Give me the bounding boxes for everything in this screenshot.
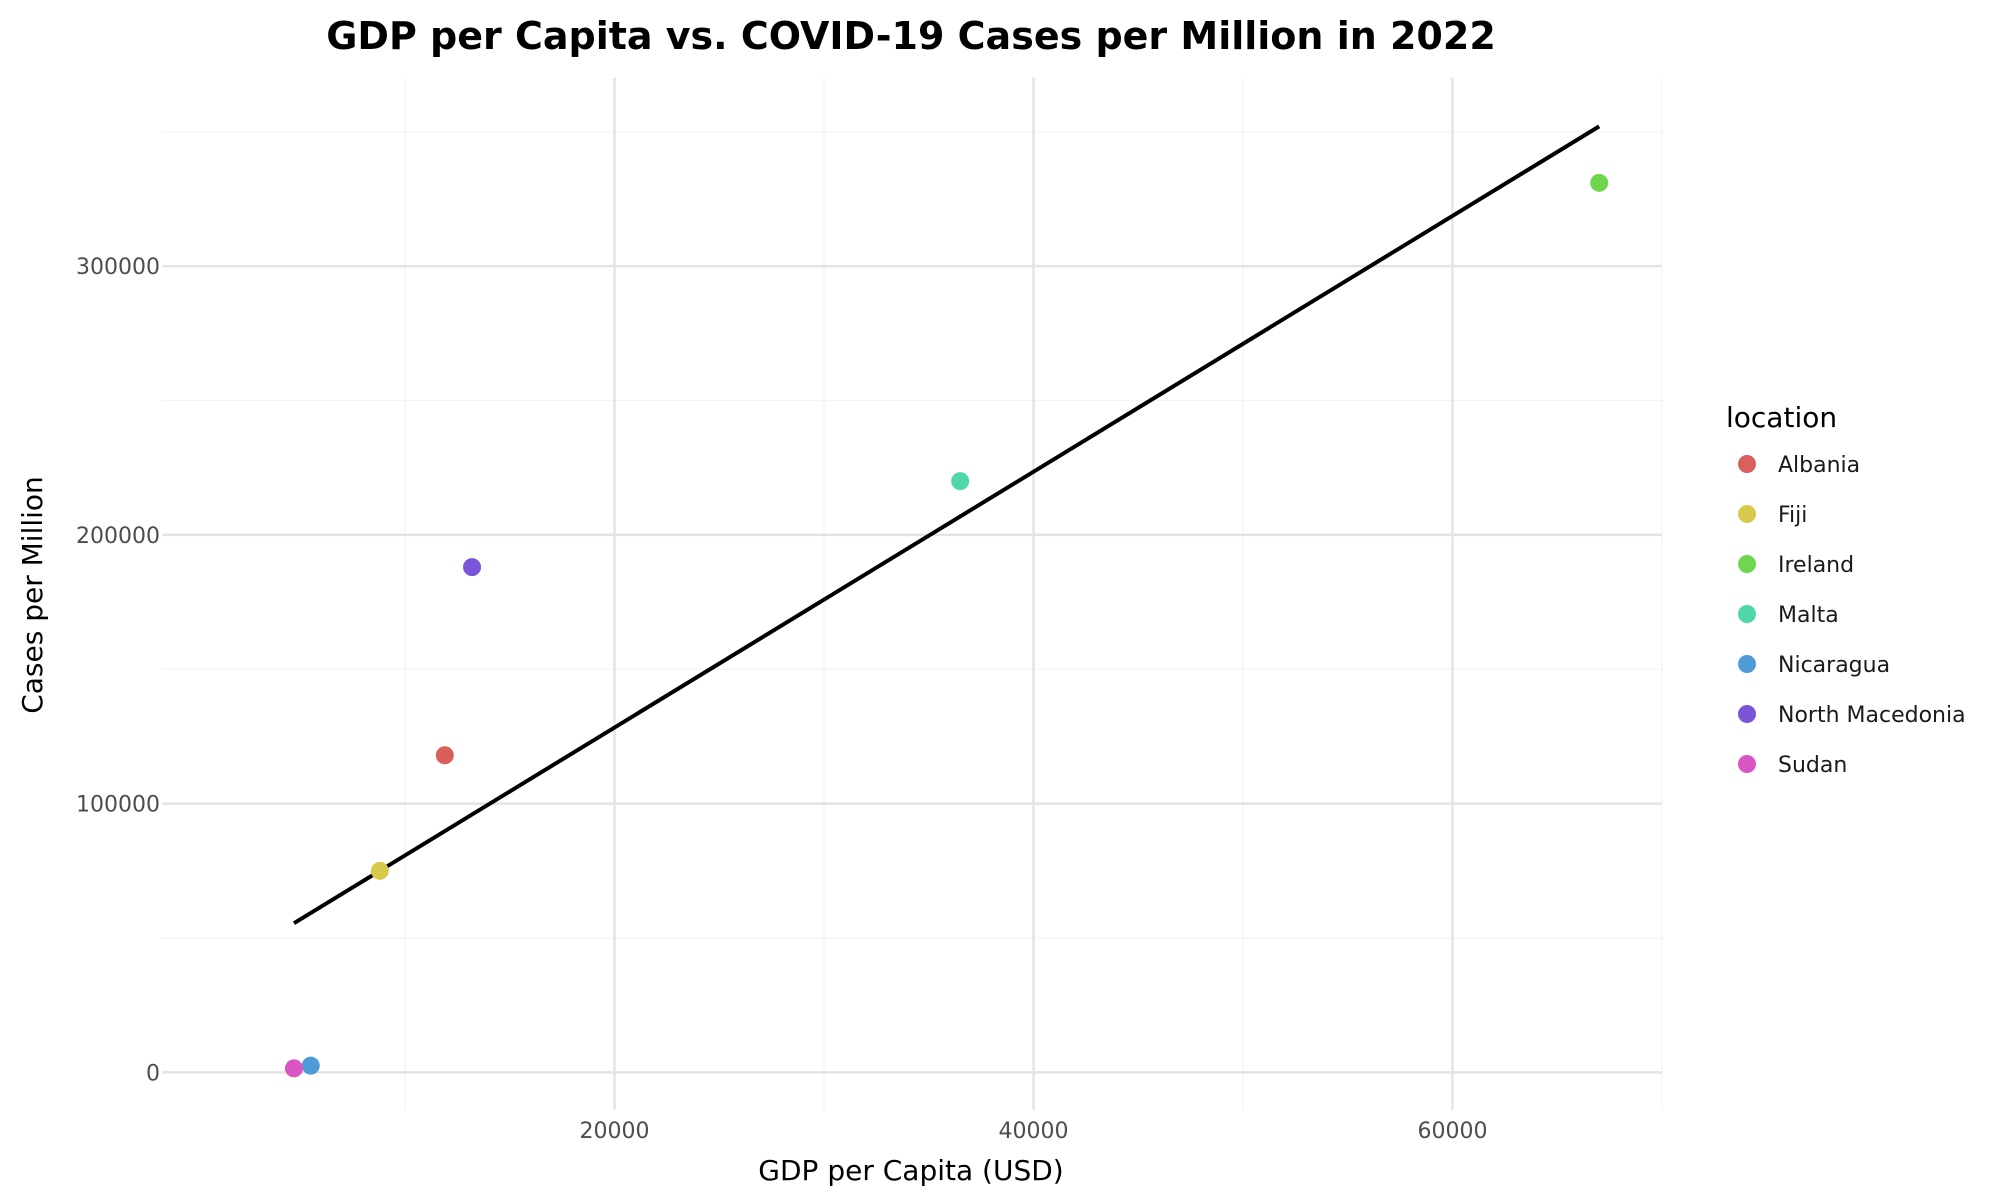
legend-title: location [1726, 401, 1837, 434]
grid [162, 78, 1663, 1110]
legend-label-fiji: Fiji [1778, 503, 1807, 528]
data-point-fiji [370, 861, 389, 880]
x-axis-title: GDP per Capita (USD) [758, 1154, 1063, 1187]
legend-label-north-macedonia: North Macedonia [1778, 703, 1966, 728]
data-point-albania [435, 746, 454, 765]
chart-title: GDP per Capita vs. COVID-19 Cases per Mi… [326, 14, 1496, 58]
y-axis-title: Cases per Million [16, 476, 49, 714]
y-tick-label: 300000 [76, 255, 160, 280]
legend-marker-fiji [1738, 505, 1756, 523]
y-tick-label: 100000 [76, 793, 160, 818]
x-tick-label: 40000 [999, 1119, 1069, 1144]
legend-label-sudan: Sudan [1778, 753, 1847, 778]
legend-marker-albania [1738, 455, 1756, 473]
legend-items: Albania Fiji Ireland Malta Nicaragua North Ma… [1738, 453, 1966, 778]
legend-label-ireland: Ireland [1778, 553, 1854, 578]
legend-marker-malta [1738, 605, 1756, 623]
legend-marker-ireland [1738, 555, 1756, 573]
y-tick-label: 0 [146, 1061, 160, 1086]
legend-marker-nicaragua [1738, 655, 1756, 673]
y-axis-ticks: 0 100000 200000 300000 [76, 255, 160, 1086]
data-point-north-macedonia [463, 558, 482, 577]
x-axis-ticks: 20000 40000 60000 [580, 1119, 1488, 1144]
legend-label-nicaragua: Nicaragua [1778, 653, 1890, 678]
data-point-sudan [284, 1059, 303, 1078]
legend: location Albania Fiji Ireland Malta Nicaragu… [1726, 401, 1966, 778]
data-point-ireland [1590, 173, 1609, 192]
y-tick-label: 200000 [76, 524, 160, 549]
data-points [284, 173, 1609, 1078]
legend-label-albania: Albania [1778, 453, 1860, 478]
legend-marker-north-macedonia [1738, 705, 1756, 723]
x-tick-label: 20000 [580, 1119, 650, 1144]
data-point-malta [951, 472, 970, 491]
x-tick-label: 60000 [1418, 1119, 1488, 1144]
trend-line-group [292, 124, 1601, 925]
legend-label-malta: Malta [1778, 603, 1839, 628]
data-point-nicaragua [301, 1056, 320, 1075]
legend-marker-sudan [1738, 755, 1756, 773]
trend-line [292, 124, 1601, 925]
